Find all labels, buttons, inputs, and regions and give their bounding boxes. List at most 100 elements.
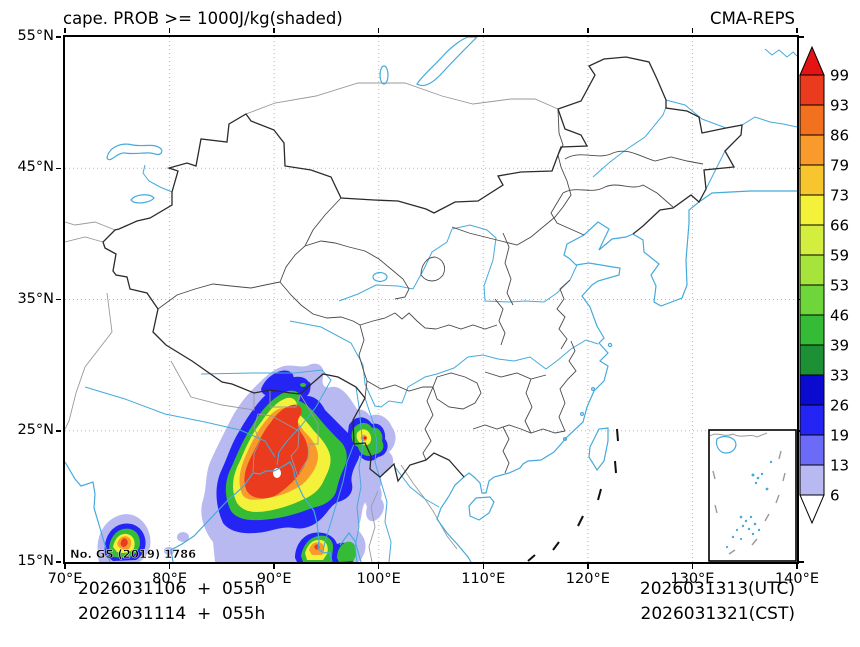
colorbar-label: 99	[830, 67, 849, 85]
tick-mark	[56, 36, 61, 38]
colorbar-segment	[799, 194, 825, 226]
colorbar-label: 86	[830, 127, 849, 145]
colorbar-segment	[799, 464, 825, 496]
colorbar-segment	[799, 314, 825, 346]
colorbar-label: 46	[830, 307, 849, 325]
valid-utc: 2026031313(UTC)	[639, 579, 795, 599]
x-tick-label: 100°E	[356, 571, 401, 587]
colorbar-segment	[799, 104, 825, 136]
colorbar-arrow	[799, 45, 825, 76]
init-utc: 2026031106 + 055h	[78, 579, 266, 599]
colorbar-label: 79	[830, 157, 849, 175]
taiwan-island	[588, 427, 609, 472]
colorbar-segment	[799, 404, 825, 436]
tick-mark	[273, 564, 275, 569]
init-times: 2026031106 + 055h 2026031114 + 055h	[78, 577, 265, 627]
probability-colorbar: 99 93 86 79 73 66 59 53 46 39 33 26 19 13 6	[799, 45, 849, 525]
ussuri-river	[705, 150, 726, 190]
amur-river	[665, 99, 797, 129]
yangtze-river	[289, 320, 599, 408]
bay-of-bengal-coast	[170, 461, 333, 562]
mekong-river	[364, 397, 392, 562]
x-tick-label: 140°E	[774, 571, 820, 587]
coastline	[436, 190, 797, 562]
init-cst: 2026031114 + 055h	[78, 604, 266, 624]
model-label: CMA-REPS	[710, 9, 795, 28]
colorbar-segment	[799, 254, 825, 286]
yellow-river	[338, 224, 578, 303]
lake-balkhash	[106, 143, 163, 161]
irrawaddy-river	[322, 443, 355, 552]
valid-cst: 2026031321(CST)	[640, 604, 795, 624]
y-tick-label: 15°N	[17, 553, 54, 569]
x-tick-label: 80°E	[152, 571, 187, 587]
coastlines-rivers	[65, 37, 797, 562]
tick-mark	[56, 167, 61, 169]
colorbar-label: 26	[830, 397, 849, 415]
colorbar-label: 13	[830, 457, 849, 475]
colorbar-segment	[799, 224, 825, 256]
x-tick-label: 70°E	[47, 571, 83, 587]
maritime-dash-lines	[527, 428, 619, 562]
tick-mark	[377, 564, 380, 569]
colorbar-label: 6	[830, 487, 840, 505]
tick-mark	[587, 28, 589, 33]
x-tick-label: 130°E	[670, 571, 715, 587]
colorbar-segment	[799, 164, 825, 196]
tick-mark	[168, 564, 171, 569]
tick-mark	[56, 430, 61, 432]
colorbar-label: 39	[830, 337, 849, 355]
tick-mark	[796, 564, 798, 569]
valid-times: 2026031313(UTC) 2026031321(CST)	[640, 577, 795, 627]
colorbar-label: 66	[830, 217, 849, 235]
colorbar-label: 59	[830, 247, 849, 265]
colorbar-segment	[799, 344, 825, 376]
inset-dash-lines	[712, 450, 786, 555]
china-map: No. GS (2019) 1786	[65, 37, 797, 562]
x-tick-label: 110°E	[461, 571, 506, 587]
tick-mark	[482, 564, 485, 569]
ganges-river	[84, 386, 276, 458]
tick-mark	[691, 564, 694, 569]
x-tick-label: 120°E	[565, 571, 610, 587]
tick-mark	[482, 28, 485, 33]
tick-mark	[56, 561, 61, 563]
tick-mark	[587, 564, 589, 569]
colorbar-segment	[799, 74, 825, 106]
tick-mark	[691, 28, 694, 33]
lake-khovsgol	[379, 65, 389, 85]
china-national-border	[102, 56, 743, 483]
foreign-borders	[65, 82, 559, 562]
colorbar-label: 53	[830, 277, 849, 295]
y-tick-label: 45°N	[17, 159, 54, 176]
tick-mark	[64, 28, 66, 33]
tick-mark	[273, 28, 275, 33]
red-river	[394, 466, 440, 508]
colorbar-arrow	[799, 494, 825, 525]
lake-issyk-kul	[130, 194, 155, 204]
tick-mark	[56, 298, 61, 301]
lake-baikal	[416, 37, 478, 87]
tick-mark	[64, 564, 66, 569]
brahmaputra-river	[200, 369, 332, 466]
uda-river	[764, 48, 797, 58]
ili-river	[142, 164, 173, 193]
island-specks	[725, 460, 773, 549]
tick-mark	[168, 28, 171, 33]
india-west-coast	[65, 461, 111, 562]
colorbar-label: 93	[830, 97, 849, 115]
colorbar-segment	[799, 374, 825, 406]
chart-title: cape. PROB >= 1000J/kg(shaded)	[63, 9, 343, 28]
martaban-coast	[339, 532, 362, 562]
colorbar-segment	[799, 434, 825, 466]
y-tick-label: 35°N	[17, 290, 54, 307]
tick-mark	[796, 28, 798, 33]
south-china-sea-inset	[708, 429, 797, 562]
hainan-island	[468, 496, 495, 521]
tick-mark	[799, 36, 804, 38]
colorbar-label: 19	[830, 427, 849, 445]
colorbar-label: 33	[830, 367, 849, 385]
salween-river	[354, 386, 364, 562]
tick-mark	[799, 561, 804, 563]
